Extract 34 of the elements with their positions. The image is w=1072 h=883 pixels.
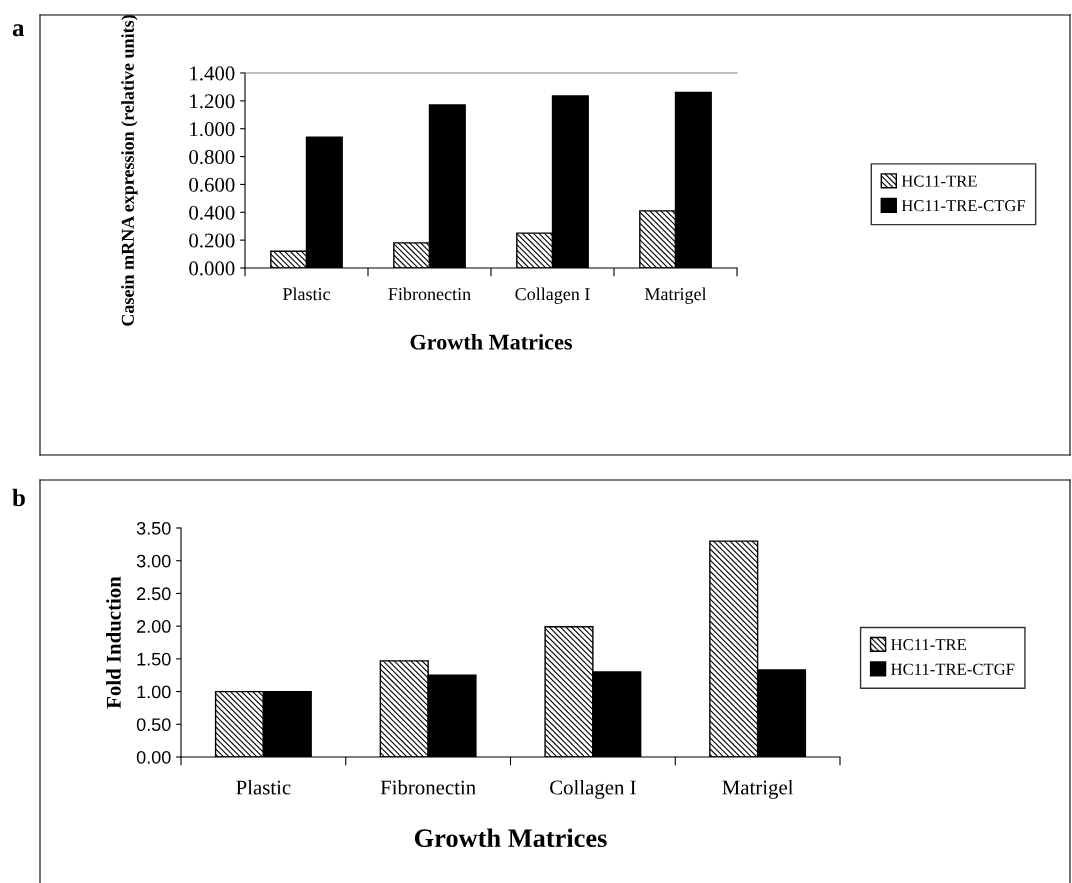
y-tick-label: 0.800 [189, 149, 235, 165]
legend-label: HC11-TRE-CTGF [891, 663, 1015, 675]
y-tick-label: 1.400 [190, 66, 235, 81]
text: b [12, 488, 25, 507]
y-axis-title: Casein mRNA expression (relative units) [121, 15, 138, 326]
legend-label: HC11-TRE-CTGF [901, 200, 1026, 212]
y-tick-label: 0.000 [189, 261, 235, 276]
y-tick-label: 3.50 [136, 521, 171, 535]
y-tick-label: 1.00 [137, 685, 171, 699]
y-tick-label: 3.00 [136, 554, 171, 568]
text: a [12, 24, 25, 37]
x-tick-label: Plastic [282, 287, 331, 301]
x-tick-label: Fibronectin [380, 779, 476, 795]
y-tick-label: 0.200 [189, 233, 235, 248]
legend-label: HC11-TRE [891, 639, 966, 651]
x-axis-title: Growth Matrices [410, 333, 573, 350]
y-tick-label: 1.000 [190, 122, 235, 137]
y-tick-label: 2.50 [137, 587, 171, 601]
x-tick-label: Matrigel [722, 779, 794, 799]
x-tick-label: Collagen I [550, 779, 636, 799]
y-tick-label: 0.50 [136, 718, 171, 732]
x-tick-label: Fibronectin [388, 287, 471, 301]
y-tick-label: 0.600 [189, 177, 235, 192]
x-tick-label: Matrigel [644, 287, 707, 304]
y-tick-label: 2.00 [137, 620, 171, 633]
y-tick-label: 0.00 [136, 750, 171, 764]
y-tick-label: 0.400 [189, 205, 235, 220]
legend-label: HC11-TRE [901, 175, 977, 187]
x-tick-label: Plastic [236, 779, 291, 795]
y-tick-label: 1.50 [137, 652, 171, 666]
x-axis-title: Growth Matrices [414, 828, 607, 848]
x-tick-label: Collagen I [515, 287, 590, 304]
y-axis-title: Fold Induction [106, 576, 121, 709]
y-tick-label: 1.200 [190, 94, 235, 109]
